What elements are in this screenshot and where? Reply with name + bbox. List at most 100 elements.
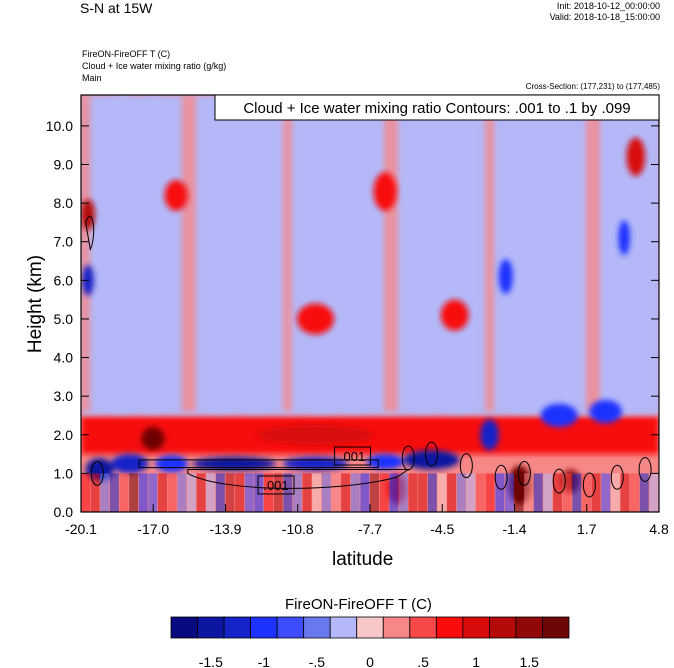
- surface-cell: [321, 473, 331, 512]
- colorbar-swatch: [542, 616, 570, 639]
- surface-cell: [601, 473, 611, 512]
- field-blob-9: [589, 400, 622, 424]
- contour-labels: .001 .001: [257, 446, 372, 495]
- x-tick-label: -7.7: [358, 521, 382, 537]
- contour-cell: [494, 464, 508, 490]
- y-tick-label: 10.0: [46, 118, 73, 134]
- colorbar-title: FireON-FireOFF T (C): [285, 596, 432, 613]
- x-tick-label: -10.8: [282, 521, 314, 537]
- field-blob-2: [155, 455, 188, 473]
- x-tick-label: -4.5: [430, 521, 454, 537]
- surface-cell: [167, 473, 177, 512]
- variable-label-main: Main: [82, 73, 102, 83]
- field-stripe: [181, 95, 196, 412]
- contour-cell: [552, 468, 566, 494]
- surface-cell: [109, 473, 119, 512]
- colorbar-swatch: [462, 616, 490, 639]
- surface-cell: [186, 473, 196, 512]
- field-blob-20: [296, 303, 335, 335]
- colorbar-swatch: [303, 616, 331, 639]
- field-layer-1: [81, 95, 659, 416]
- colorbar-swatch: [223, 616, 251, 639]
- surface-cell: [158, 473, 168, 512]
- contour-label: .001: [263, 478, 288, 493]
- colorbar-tick-label: -.5: [309, 654, 326, 668]
- field-blob-5: [366, 454, 404, 470]
- field-blob-13: [141, 427, 165, 451]
- surface-cell: [630, 473, 640, 512]
- y-axis: 0.0 1.0 2.0 3.0 4.0 5.0 6.0 7.0 8.0 9.0 10.0: [46, 118, 659, 520]
- contour-label-box: [257, 475, 295, 495]
- surface-cell: [456, 473, 466, 512]
- surface-cell: [206, 473, 216, 512]
- field-stripe: [484, 95, 494, 412]
- field-blob-1: [111, 454, 149, 474]
- field-blob-6: [403, 450, 460, 470]
- surface-cell: [437, 473, 447, 512]
- surface-cell: [514, 473, 524, 512]
- colorbar-tick-label: .5: [417, 654, 429, 668]
- surface-cell: [466, 473, 476, 512]
- surface-cell: [398, 473, 408, 512]
- surface-cell: [90, 473, 100, 512]
- contour-cell: [582, 472, 596, 498]
- contour-label: .001: [340, 449, 365, 464]
- colorbar-swatch: [382, 616, 411, 639]
- field-stripe: [451, 95, 466, 412]
- y-tick-label: 7.0: [54, 234, 74, 250]
- field-blob-8: [540, 403, 578, 428]
- contour-cell: [517, 460, 531, 486]
- y-tick-label: 0.0: [54, 504, 74, 520]
- field-stripe: [552, 95, 562, 412]
- colorbar-swatch: [435, 616, 464, 639]
- surface-cell: [495, 473, 505, 512]
- colorbar-swatch: [250, 616, 278, 639]
- y-tick-label: 8.0: [54, 195, 74, 211]
- colorbar-swatch: [197, 616, 225, 639]
- plot-title: S-N at 15W: [80, 0, 153, 16]
- colorbar-tick-label: -1.5: [199, 654, 223, 668]
- surface-cell: [360, 473, 370, 512]
- surface-cell: [504, 473, 514, 512]
- surface-cell: [292, 473, 302, 512]
- field-blob-12: [498, 259, 513, 294]
- x-tick-label: -17.0: [137, 521, 169, 537]
- colorbar-tick-label: -1: [258, 654, 271, 668]
- field-blob-14: [81, 199, 95, 231]
- surface-cell: [81, 473, 90, 512]
- field-blob-21: [440, 299, 469, 331]
- y-tick-label: 6.0: [54, 272, 74, 288]
- x-tick-label: -13.9: [210, 521, 242, 537]
- colorbar-swatch: [329, 616, 358, 639]
- surface-cell: [244, 473, 254, 512]
- surface-cell: [119, 473, 129, 512]
- surface-cell: [235, 473, 245, 512]
- field-blob-11: [618, 220, 630, 256]
- surface-cell: [533, 473, 543, 512]
- temperature-difference-field: [81, 95, 659, 512]
- colorbar-swatch: [488, 616, 517, 639]
- valid-time: Valid: 2018-10-18_15:00:00: [549, 12, 660, 22]
- contour-cell: [638, 457, 652, 483]
- field-blob-18: [257, 425, 374, 445]
- field-blob-4: [282, 456, 348, 471]
- surface-cell: [331, 473, 341, 512]
- field-blob-3: [192, 456, 276, 471]
- field-stripe: [383, 95, 398, 412]
- surface-cell: [138, 473, 148, 512]
- surface-cell: [524, 473, 534, 512]
- x-tick-label: -1.4: [502, 521, 526, 537]
- surface-cell: [408, 473, 418, 512]
- surface-cell: [581, 473, 591, 512]
- field-stripe: [350, 95, 360, 412]
- surface-cell: [196, 473, 206, 512]
- contour-cell: [610, 464, 624, 490]
- field-stripe: [148, 95, 158, 412]
- surface-band: [81, 473, 659, 512]
- surface-cell: [389, 473, 399, 512]
- cross-section-label: Cross-Section: (177,231) to (177,485): [525, 82, 660, 91]
- field-stripe: [282, 95, 292, 412]
- field-blob-22: [164, 179, 188, 211]
- y-tick-label: 9.0: [54, 157, 74, 173]
